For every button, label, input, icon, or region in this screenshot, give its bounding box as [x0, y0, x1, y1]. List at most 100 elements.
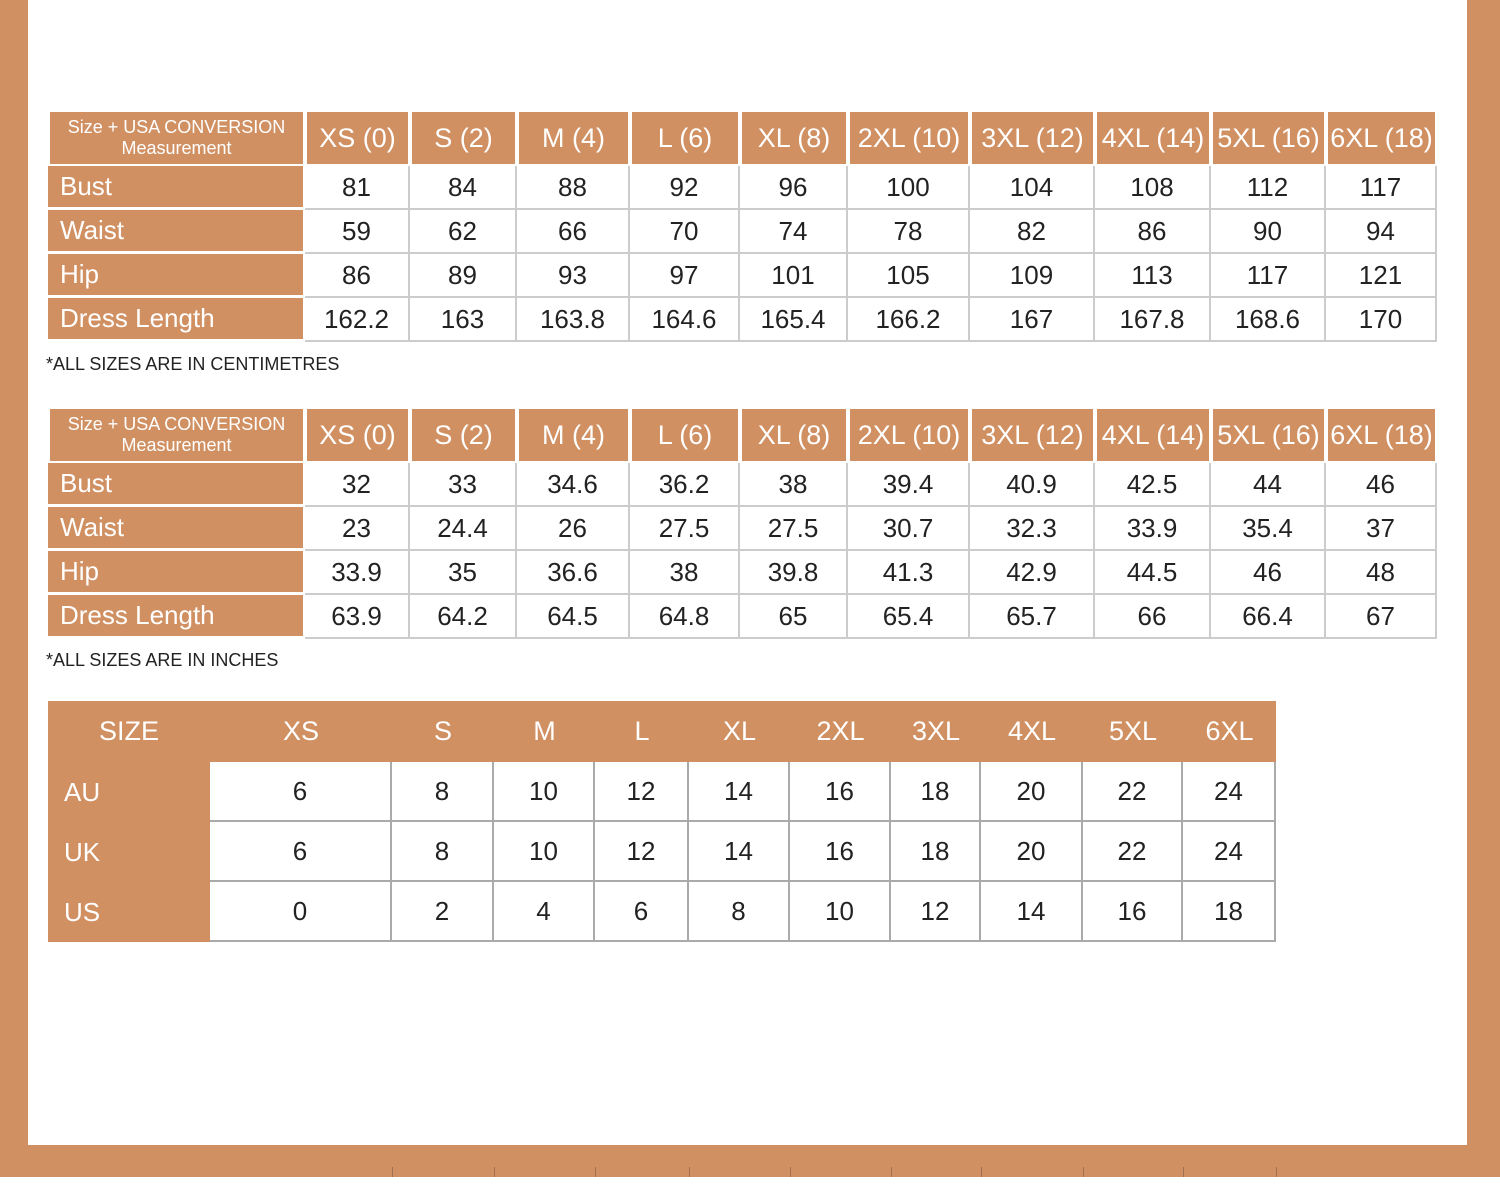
centimetres-note: *ALL SIZES ARE IN CENTIMETRES [46, 354, 340, 374]
table-row: US 0 2 4 6 8 10 12 14 16 18 [48, 882, 1276, 942]
corner-header: Size + USA CONVERSION Measurement [48, 407, 305, 463]
table-cell: 41.3 [848, 551, 970, 595]
table-cell: 38 [630, 551, 740, 595]
header-row: Size + USA CONVERSION Measurement XS (0) S… [48, 407, 1437, 463]
frame-bottom [0, 1145, 1500, 1177]
table-cell: 20 [981, 762, 1083, 822]
table-cell: 113 [1095, 254, 1211, 298]
table-cell: 27.5 [630, 507, 740, 551]
table-cell: 16 [790, 822, 891, 882]
table-cell: 121 [1326, 254, 1437, 298]
size-header: 6XL [1183, 701, 1276, 762]
table-row: Bust 32 33 34.6 36.2 38 39.4 40.9 42.5 44 46 [48, 463, 1437, 507]
table-cell: 82 [970, 210, 1095, 254]
table-cell: 37 [1326, 507, 1437, 551]
row-label: UK [48, 822, 210, 882]
table-cell: 81 [305, 166, 410, 210]
table-cell: 48 [1326, 551, 1437, 595]
size-header: 6XL (18) [1326, 407, 1437, 463]
table-cell: 24 [1183, 822, 1276, 882]
size-header: M (4) [517, 407, 630, 463]
centimetres-size-table: Size + USA CONVERSION Measurement XS (0) S… [48, 110, 1437, 342]
table-cell: 18 [1183, 882, 1276, 942]
table-cell: 84 [410, 166, 517, 210]
size-header: XS (0) [305, 110, 410, 166]
table-cell: 168.6 [1211, 298, 1326, 342]
size-header: M [494, 701, 595, 762]
table-cell: 8 [392, 822, 494, 882]
table-cell: 64.8 [630, 595, 740, 639]
size-header: 4XL (14) [1095, 110, 1211, 166]
table-cell: 4 [494, 882, 595, 942]
row-label: Dress Length [48, 595, 305, 639]
table-cell: 74 [740, 210, 848, 254]
size-header: L (6) [630, 110, 740, 166]
size-header: 2XL (10) [848, 110, 970, 166]
table-row: Hip 33.9 35 36.6 38 39.8 41.3 42.9 44.5 46 48 [48, 551, 1437, 595]
inches-note: *ALL SIZES ARE IN INCHES [46, 650, 279, 670]
table-cell: 117 [1326, 166, 1437, 210]
table-cell: 67 [1326, 595, 1437, 639]
table-cell: 94 [1326, 210, 1437, 254]
row-label: Dress Length [48, 298, 305, 342]
frame-tick [981, 1167, 982, 1177]
table-cell: 10 [494, 762, 595, 822]
table-cell: 62 [410, 210, 517, 254]
table-cell: 12 [595, 822, 689, 882]
table-cell: 163.8 [517, 298, 630, 342]
table-row: Waist 59 62 66 70 74 78 82 86 90 94 [48, 210, 1437, 254]
table-row: UK 6 8 10 12 14 16 18 20 22 24 [48, 822, 1276, 882]
table-cell: 89 [410, 254, 517, 298]
table-cell: 165.4 [740, 298, 848, 342]
table-cell: 22 [1083, 762, 1183, 822]
table-cell: 6 [210, 762, 392, 822]
table-cell: 65.4 [848, 595, 970, 639]
size-header: S [392, 701, 494, 762]
table-cell: 2 [392, 882, 494, 942]
table-cell: 170 [1326, 298, 1437, 342]
table-cell: 166.2 [848, 298, 970, 342]
size-header: 2XL (10) [848, 407, 970, 463]
table-cell: 10 [494, 822, 595, 882]
table-cell: 22 [1083, 822, 1183, 882]
table-row: Dress Length 162.2 163 163.8 164.6 165.4 166.2… [48, 298, 1437, 342]
table-cell: 10 [790, 882, 891, 942]
corner-header: Size + USA CONVERSION Measurement [48, 110, 305, 166]
frame-left [0, 0, 28, 1177]
table-cell: 96 [740, 166, 848, 210]
table-row: Waist 23 24.4 26 27.5 27.5 30.7 32.3 33.9 35.4 37 [48, 507, 1437, 551]
table-cell: 44 [1211, 463, 1326, 507]
table-cell: 34.6 [517, 463, 630, 507]
frame-tick [790, 1167, 791, 1177]
header-row: Size + USA CONVERSION Measurement XS (0) S… [48, 110, 1437, 166]
table-cell: 78 [848, 210, 970, 254]
table-cell: 86 [1095, 210, 1211, 254]
size-header: 3XL [891, 701, 981, 762]
table-cell: 42.5 [1095, 463, 1211, 507]
size-header: M (4) [517, 110, 630, 166]
table-cell: 0 [210, 882, 392, 942]
table-cell: 39.4 [848, 463, 970, 507]
frame-tick [1083, 1167, 1084, 1177]
table-cell: 14 [981, 882, 1083, 942]
table-cell: 35.4 [1211, 507, 1326, 551]
frame-tick [1276, 1167, 1277, 1177]
frame-tick [392, 1167, 393, 1177]
table-cell: 36.2 [630, 463, 740, 507]
table-cell: 6 [210, 822, 392, 882]
frame-right [1467, 0, 1500, 1177]
size-header: L (6) [630, 407, 740, 463]
table-cell: 167.8 [1095, 298, 1211, 342]
table-cell: 167 [970, 298, 1095, 342]
table-cell: 26 [517, 507, 630, 551]
table-cell: 59 [305, 210, 410, 254]
table-cell: 70 [630, 210, 740, 254]
header-row: SIZE XS S M L XL 2XL 3XL 4XL 5XL 6XL [48, 701, 1276, 762]
table-cell: 12 [891, 882, 981, 942]
table-cell: 16 [790, 762, 891, 822]
table-cell: 33 [410, 463, 517, 507]
row-label: Waist [48, 210, 305, 254]
table-cell: 16 [1083, 882, 1183, 942]
size-header: S (2) [410, 407, 517, 463]
table-cell: 104 [970, 166, 1095, 210]
